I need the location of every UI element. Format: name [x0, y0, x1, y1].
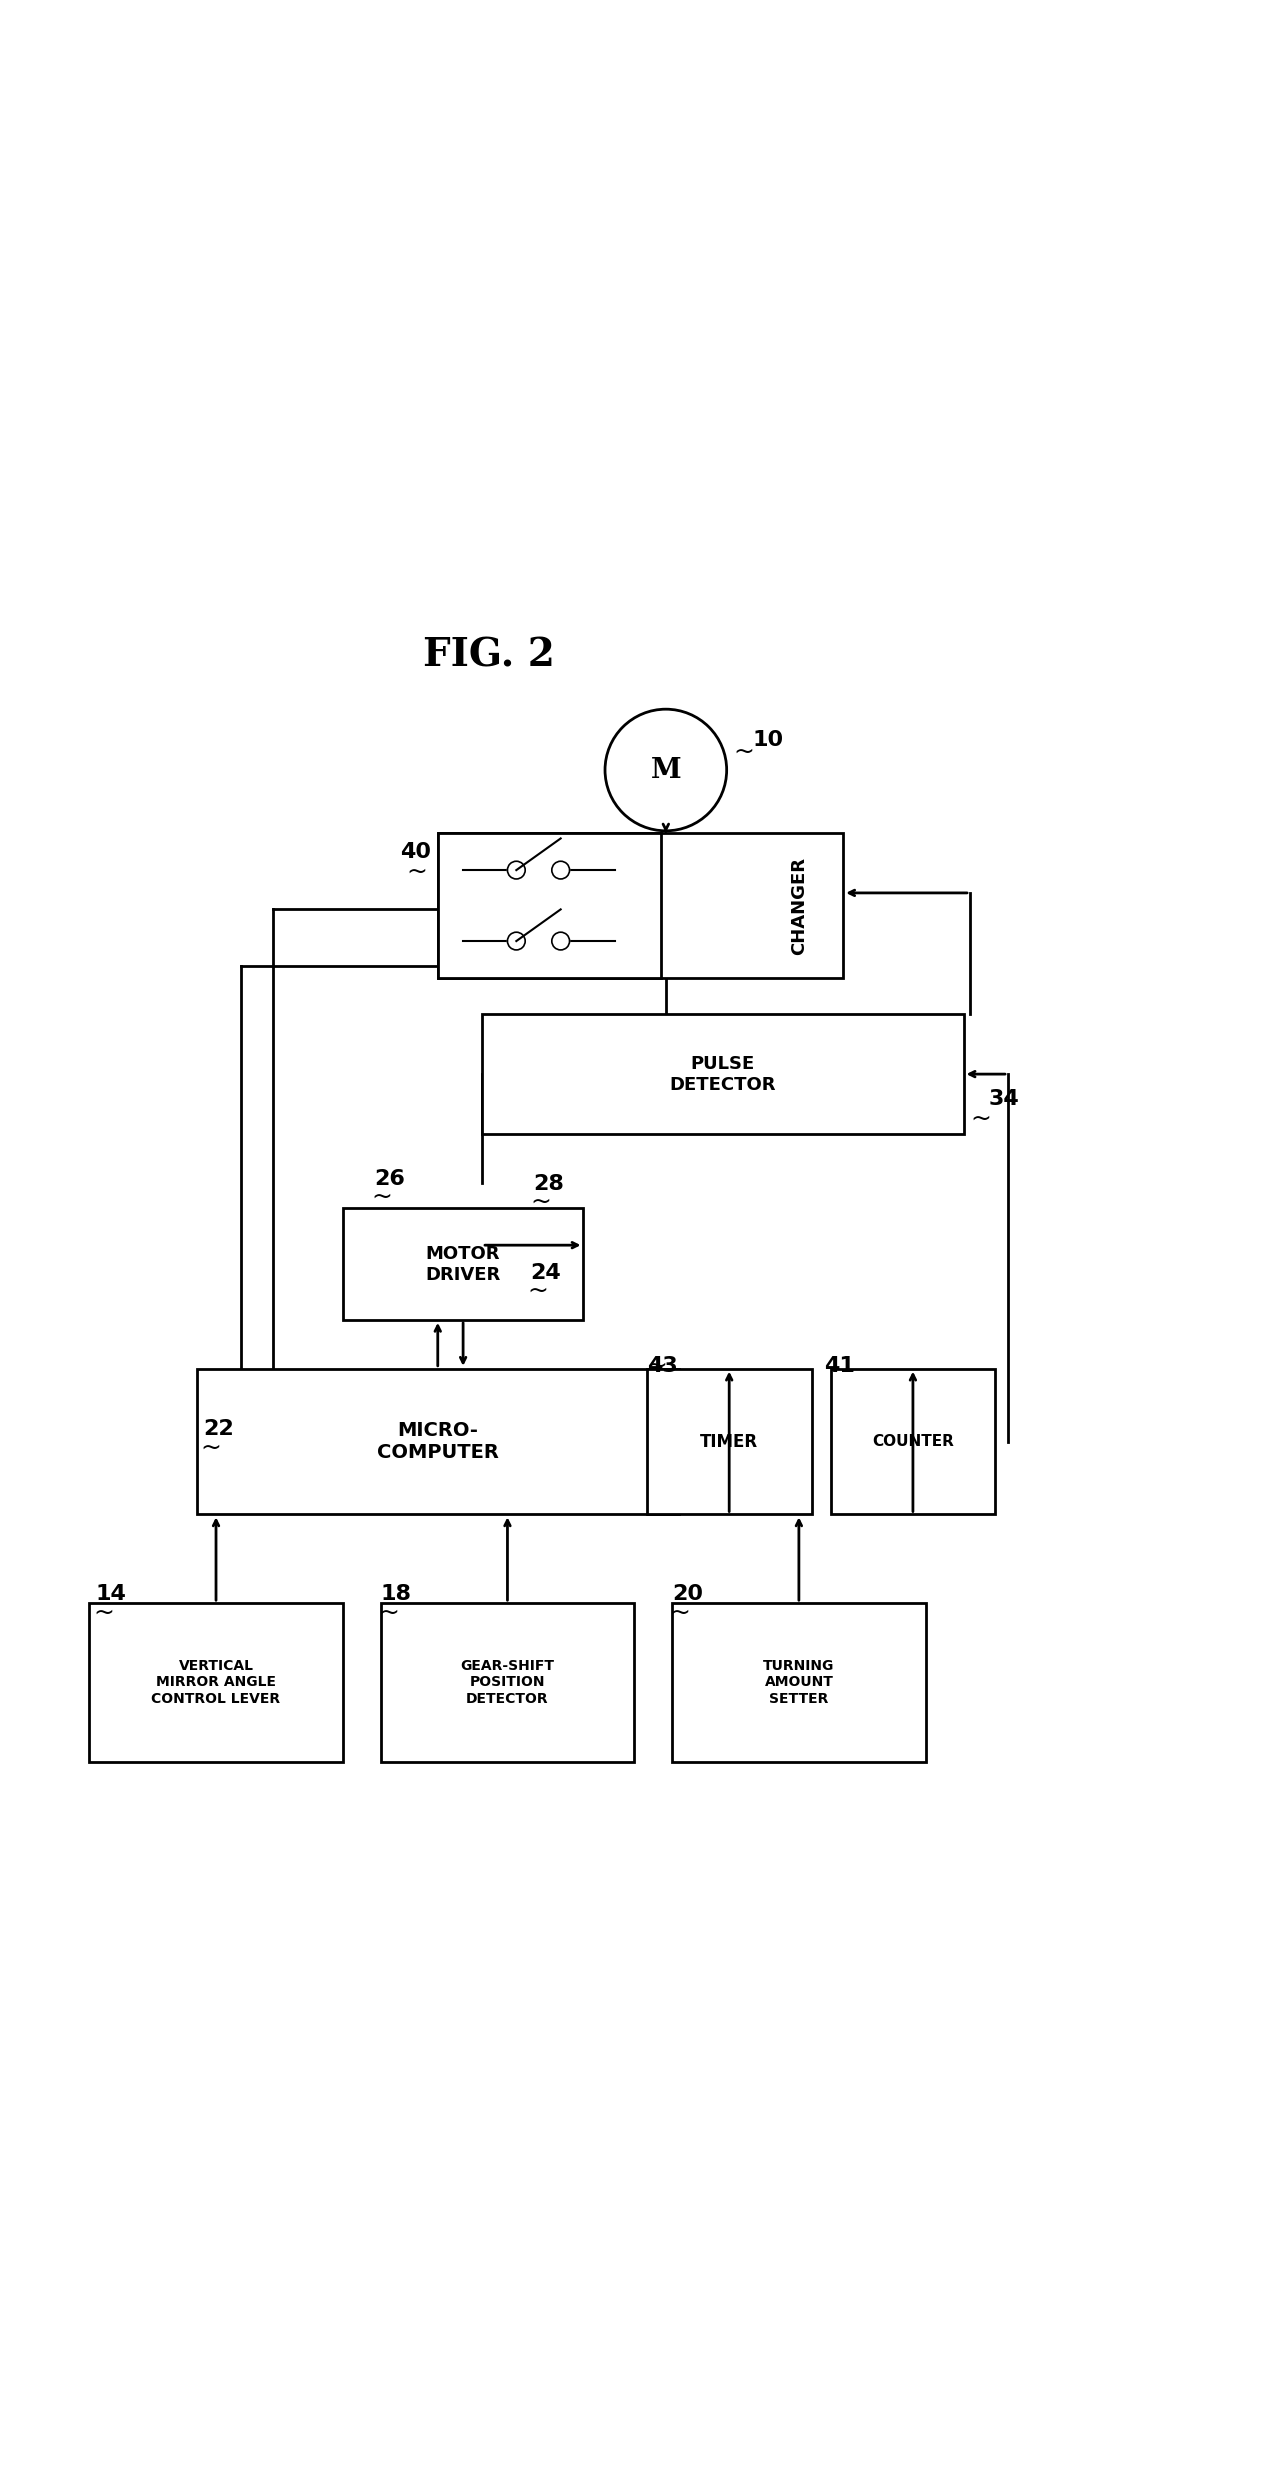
- Circle shape: [507, 932, 525, 949]
- Circle shape: [507, 860, 525, 880]
- FancyBboxPatch shape: [482, 1013, 963, 1134]
- Text: TURNING
AMOUNT
SETTER: TURNING AMOUNT SETTER: [763, 1659, 835, 1706]
- Text: 24: 24: [530, 1262, 561, 1284]
- Text: ~: ~: [406, 860, 427, 882]
- Text: ~: ~: [970, 1107, 990, 1131]
- FancyBboxPatch shape: [380, 1602, 634, 1762]
- Text: TIMER: TIMER: [701, 1432, 758, 1449]
- Circle shape: [552, 860, 570, 880]
- Circle shape: [552, 932, 570, 949]
- Text: ~: ~: [530, 1191, 551, 1215]
- Text: FIG. 2: FIG. 2: [423, 636, 555, 675]
- Text: 18: 18: [380, 1583, 411, 1605]
- Text: ~: ~: [378, 1600, 400, 1624]
- Text: ~: ~: [733, 740, 755, 764]
- Text: 28: 28: [533, 1173, 564, 1196]
- FancyBboxPatch shape: [647, 1368, 812, 1514]
- Text: CHANGER: CHANGER: [790, 855, 808, 954]
- Text: ~: ~: [371, 1186, 393, 1208]
- FancyBboxPatch shape: [90, 1602, 343, 1762]
- Text: ~: ~: [670, 1600, 690, 1624]
- Text: 41: 41: [824, 1356, 856, 1375]
- Text: MICRO-
COMPUTER: MICRO- COMPUTER: [377, 1422, 498, 1462]
- Text: ~: ~: [647, 1353, 667, 1378]
- FancyBboxPatch shape: [343, 1208, 583, 1319]
- Text: M: M: [651, 757, 681, 784]
- Text: 34: 34: [989, 1090, 1020, 1109]
- Text: MOTOR
DRIVER: MOTOR DRIVER: [425, 1245, 501, 1284]
- Text: ~: ~: [528, 1279, 548, 1304]
- Text: 22: 22: [204, 1420, 234, 1440]
- Text: 14: 14: [96, 1583, 127, 1605]
- Text: PULSE
DETECTOR: PULSE DETECTOR: [670, 1055, 776, 1094]
- Text: 40: 40: [400, 843, 430, 863]
- Text: GEAR-SHIFT
POSITION
DETECTOR: GEAR-SHIFT POSITION DETECTOR: [460, 1659, 555, 1706]
- Text: 43: 43: [647, 1356, 678, 1375]
- Text: COUNTER: COUNTER: [872, 1435, 954, 1449]
- FancyBboxPatch shape: [438, 833, 843, 979]
- Text: ~: ~: [201, 1437, 222, 1459]
- Text: ~: ~: [94, 1600, 114, 1624]
- FancyBboxPatch shape: [830, 1368, 995, 1514]
- Text: VERTICAL
MIRROR ANGLE
CONTROL LEVER: VERTICAL MIRROR ANGLE CONTROL LEVER: [151, 1659, 281, 1706]
- FancyBboxPatch shape: [673, 1602, 926, 1762]
- FancyBboxPatch shape: [197, 1368, 679, 1514]
- Text: 20: 20: [673, 1583, 703, 1605]
- FancyBboxPatch shape: [438, 833, 661, 979]
- Text: 26: 26: [374, 1168, 405, 1188]
- Text: 10: 10: [752, 730, 783, 749]
